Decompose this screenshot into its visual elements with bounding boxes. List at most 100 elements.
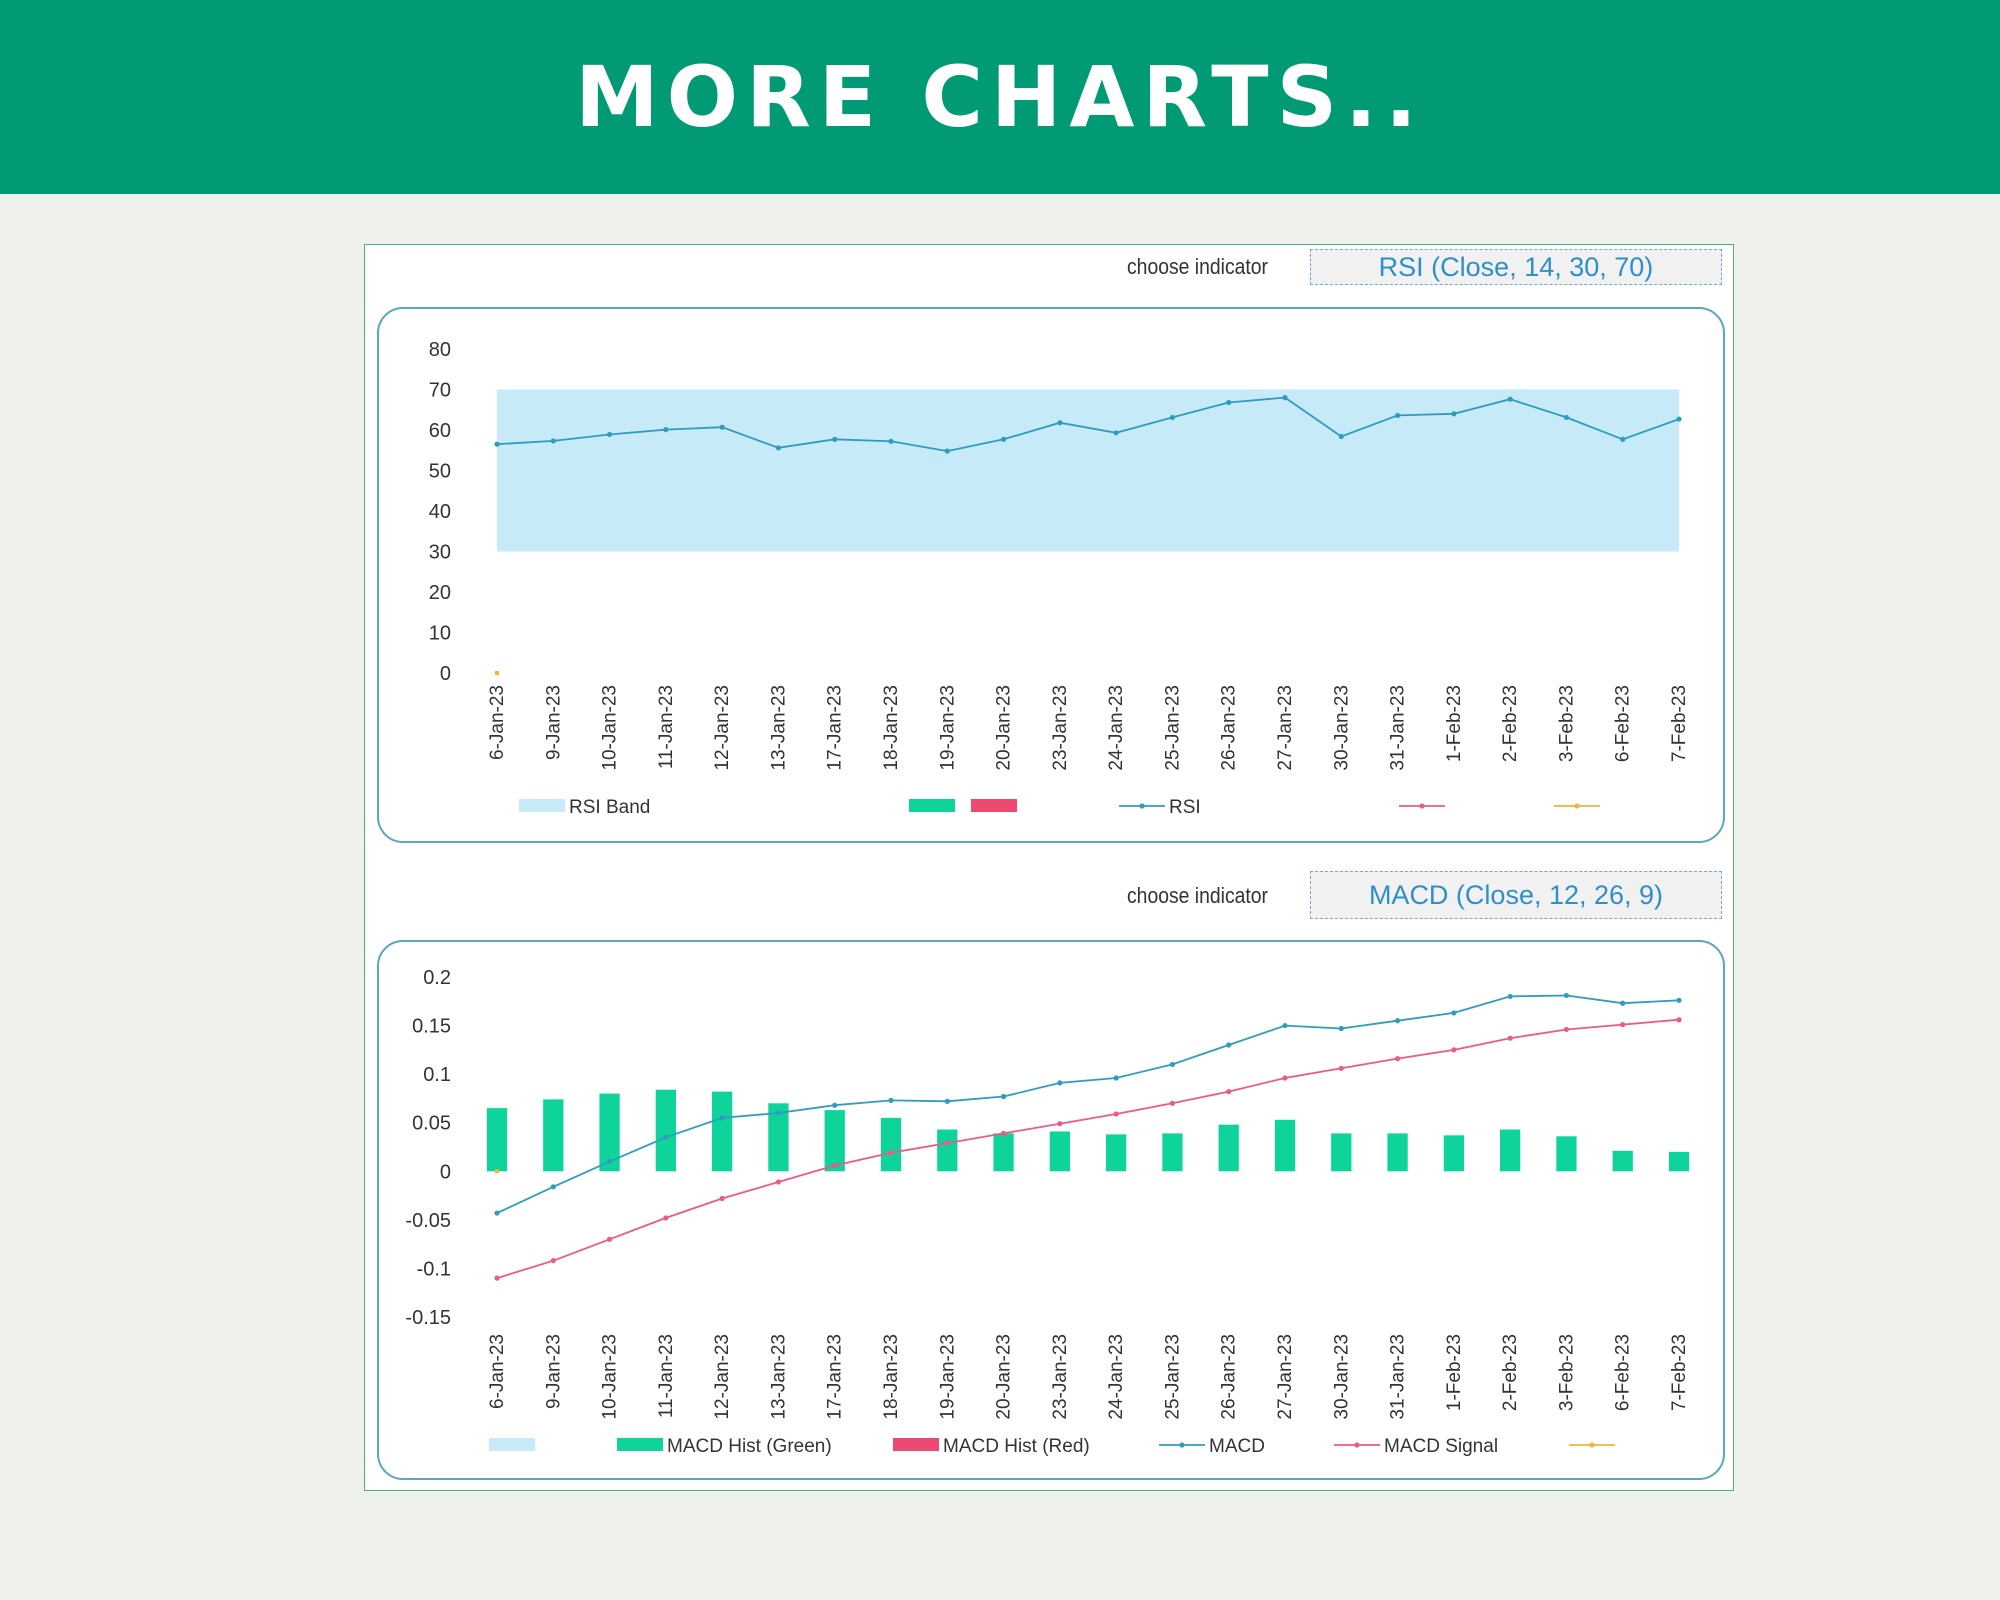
legend-label-line1: MACD	[1209, 1436, 1265, 1457]
data-point	[888, 1150, 894, 1156]
data-point	[1226, 399, 1232, 406]
data-point	[1338, 1065, 1344, 1071]
data-point	[1394, 412, 1401, 419]
data-point	[888, 1097, 894, 1103]
x-tick-label: 7-Feb-23	[1669, 1334, 1690, 1411]
data-point	[1057, 420, 1063, 426]
legend-swatch-marker	[1574, 803, 1580, 809]
data-point	[832, 436, 838, 442]
histogram-bar	[1443, 1135, 1464, 1172]
histogram-bar	[712, 1091, 733, 1172]
x-tick-label: 20-Jan-23	[994, 1334, 1015, 1420]
y-tick-label: 30	[429, 542, 451, 564]
x-tick-label: 30-Jan-23	[1331, 1334, 1352, 1420]
x-tick-label: 25-Jan-23	[1162, 685, 1183, 771]
y-tick-label: 20	[429, 582, 451, 604]
histogram-bar	[1274, 1119, 1296, 1172]
data-point	[1563, 992, 1570, 999]
x-tick-label: 19-Jan-23	[937, 1334, 958, 1420]
data-point	[719, 1195, 725, 1202]
y-tick-label: 40	[429, 501, 451, 523]
histogram-bar	[1106, 1134, 1127, 1172]
histogram-bar	[993, 1133, 1014, 1172]
data-point	[832, 1162, 838, 1169]
x-tick-label: 13-Jan-23	[768, 1334, 789, 1420]
x-tick-label: 11-Jan-23	[656, 685, 677, 769]
data-point	[1169, 1061, 1176, 1068]
x-tick-label: 20-Jan-23	[994, 685, 1015, 771]
data-point	[1676, 416, 1682, 422]
data-point	[1507, 993, 1513, 1000]
y-tick-label: 80	[429, 339, 451, 361]
histogram-bar	[543, 1099, 564, 1172]
x-tick-label: 18-Jan-23	[881, 1334, 902, 1420]
legend-label-band: RSI Band	[569, 797, 650, 818]
data-point	[719, 424, 725, 430]
data-point	[944, 1140, 950, 1146]
data-point	[550, 1258, 556, 1264]
banner-title: MORE CHARTS..	[575, 48, 1425, 146]
histogram-bar	[1331, 1133, 1352, 1172]
data-point	[1000, 1130, 1007, 1136]
x-tick-label: 27-Jan-23	[1275, 685, 1296, 771]
data-point	[663, 1134, 669, 1140]
data-point	[944, 448, 950, 454]
data-point	[888, 438, 894, 444]
data-point	[1394, 1056, 1401, 1062]
legend-swatch-hist-red	[893, 1438, 939, 1451]
y-tick-label: 0.1	[423, 1064, 451, 1086]
extra-series-point	[495, 671, 499, 675]
y-tick-label: 0	[440, 663, 451, 685]
x-tick-label: 31-Jan-23	[1388, 1334, 1409, 1420]
macd-line	[496, 994, 1680, 1214]
x-tick-label: 24-Jan-23	[1106, 685, 1127, 771]
x-tick-label: 1-Feb-23	[1444, 685, 1465, 762]
histogram-bar	[486, 1108, 508, 1172]
dashboard-sheet: choose indicator RSI (Close, 14, 30, 70)…	[364, 244, 1734, 1491]
data-point	[1000, 1093, 1007, 1100]
x-tick-label: 3-Feb-23	[1556, 685, 1577, 762]
data-point	[1113, 1075, 1119, 1081]
x-tick-label: 6-Feb-23	[1613, 1334, 1634, 1411]
histogram-bar	[1218, 1124, 1239, 1172]
data-point	[1226, 1042, 1232, 1048]
data-point	[1563, 414, 1570, 421]
y-tick-label: -0.1	[417, 1258, 451, 1280]
histogram-bar	[824, 1110, 845, 1172]
x-tick-label: 17-Jan-23	[825, 1334, 846, 1420]
macd-chart-panel: -0.15 -0.1 -0.05 0 0.05 0.1 0.15 0.2 6-Jan-23 9-J…	[377, 940, 1725, 1480]
legend-swatch-marker	[1419, 803, 1425, 809]
data-point	[1676, 1017, 1682, 1023]
data-point	[719, 1115, 725, 1121]
x-tick-label: 2-Feb-23	[1500, 1334, 1521, 1411]
x-tick-label: 3-Feb-23	[1556, 1334, 1577, 1411]
x-tick-label: 11-Jan-23	[656, 1334, 677, 1418]
x-tick-label: 18-Jan-23	[881, 685, 902, 771]
y-tick-label: 70	[429, 380, 451, 402]
x-tick-label: 26-Jan-23	[1219, 1334, 1240, 1420]
data-point	[1282, 1075, 1288, 1081]
x-tick-label: 31-Jan-23	[1388, 685, 1409, 771]
indicator-dropdown-2[interactable]: MACD (Close, 12, 26, 9)	[1310, 871, 1722, 919]
data-point	[944, 1098, 950, 1104]
x-tick-label: 13-Jan-23	[768, 685, 789, 771]
rsi-chart-panel: 0 10 20 30 40 50 60 70 80 6-Jan-23 9-Jan-23 10-Jan-…	[377, 307, 1725, 843]
legend-swatch-marker	[1139, 803, 1145, 809]
data-point	[1169, 414, 1176, 421]
data-point	[663, 1215, 669, 1221]
y-tick-label: 0.15	[412, 1016, 451, 1038]
data-point	[1057, 1121, 1063, 1127]
data-point	[1169, 1100, 1176, 1106]
x-tick-label: 9-Jan-23	[543, 685, 564, 760]
rsi-chart: 0 10 20 30 40 50 60 70 80 6-Jan-23 9-Jan-23 10-Jan-…	[429, 339, 1690, 818]
data-point	[1394, 1018, 1401, 1024]
indicator-dropdown-1[interactable]: RSI (Close, 14, 30, 70)	[1310, 249, 1722, 285]
legend-swatch-marker	[1589, 1442, 1595, 1448]
legend-label-line2: MACD Signal	[1384, 1436, 1498, 1457]
data-point	[1282, 395, 1288, 401]
header-banner: MORE CHARTS..	[0, 0, 2000, 194]
histogram-bar	[1387, 1133, 1408, 1172]
histogram-bar	[1162, 1133, 1183, 1172]
data-point	[1676, 997, 1682, 1003]
data-point	[1338, 433, 1344, 440]
